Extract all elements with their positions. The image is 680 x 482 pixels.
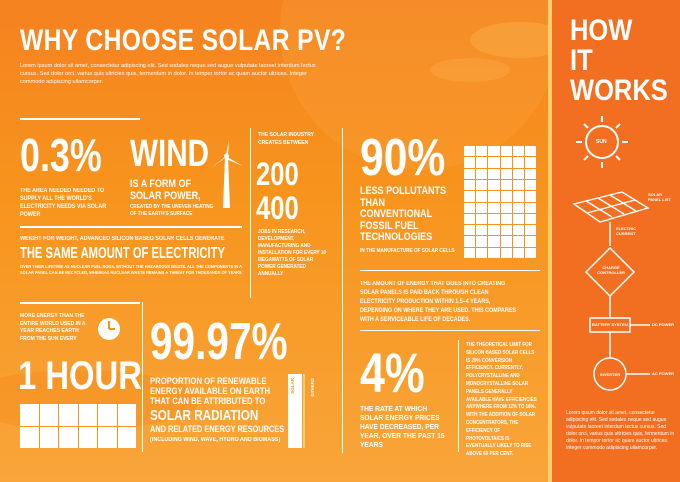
renewable-line2: AND RELATED ENERGY RESOURCES	[150, 424, 285, 434]
solar-panel-icon	[20, 404, 136, 448]
solar-panel-icon	[464, 146, 536, 258]
how-title-line2: IT	[570, 44, 593, 77]
prices-value: 4%	[360, 341, 425, 404]
divider	[250, 128, 251, 298]
wind-text: CREATED BY THE UNEVEN HEATING OF THE EAR…	[130, 204, 214, 217]
sun-label: SUN	[596, 139, 607, 145]
clock-icon	[98, 318, 120, 340]
how-diagram	[572, 116, 650, 391]
divider	[360, 270, 540, 271]
prices-text: THE RATE AT WHICH SOLAR ENERGY PRICES HA…	[360, 404, 445, 449]
sidebar-divider	[548, 0, 552, 482]
how-it-works-panel: HOW IT WORKS	[552, 0, 680, 482]
wind-turbine-icon	[211, 140, 243, 208]
how-title-line1: HOW	[570, 14, 633, 47]
jobs-text: JOBS IN RESEARCH, DEVELOPMENT, MANUFACTU…	[258, 229, 327, 277]
page-title: WHY CHOOSE SOLAR PV?	[20, 24, 347, 57]
how-title: HOW IT WORKS	[570, 16, 668, 106]
jobs-min-value: 200	[256, 156, 299, 192]
ac-label: AC POWER	[652, 371, 674, 376]
renewable-headline: SOLAR RADIATION	[150, 407, 259, 424]
renewable-sub: (INCLUDING WIND, WAVE, HYDRO AND BIOMASS…	[150, 437, 281, 443]
wind-line2: SOLAR POWER,	[130, 190, 201, 202]
panel-label: SOLAR PANEL LIST	[648, 192, 671, 202]
weight-line1: WEIGHT FOR WEIGHT, ADVANCED SILICON BASE…	[20, 236, 225, 242]
how-footer-text: Lorem ipsum dolor sit amet, consectetur …	[566, 410, 675, 451]
divider	[20, 118, 140, 120]
area-stat-value: 0.3%	[20, 129, 102, 181]
others-bar-label: OTHERS	[310, 378, 315, 397]
jobs-intro: THE SOLAR INDUSTRY CREATES BETWEEN	[258, 132, 314, 146]
how-title-line3: WORKS	[570, 74, 668, 107]
battery-label: BATTERY SYSTEM	[592, 322, 628, 327]
pollutants-sub: IN THE MANUFACTURE OF SOLAR CELLS	[360, 248, 455, 254]
divider	[458, 340, 459, 452]
inverter-label: INVERTER	[599, 372, 621, 377]
controller-label: CHARGE CONTROLLER	[597, 265, 625, 275]
divider	[342, 128, 343, 453]
jobs-max-value: 400	[256, 190, 299, 226]
renewable-value: 99.97%	[150, 313, 288, 371]
wind-line1: IS A FORM OF	[130, 178, 191, 190]
wind-title: WIND	[130, 133, 210, 175]
pollutants-value: 90%	[360, 129, 446, 187]
sun-icon	[576, 116, 628, 168]
renewable-line1: PROPORTION OF RENEWABLE ENERGY AVAILABLE…	[150, 376, 271, 406]
area-stat-text: THE AREA NEEDED NEEDED TO SUPPLY ALL THE…	[20, 188, 107, 218]
dc-label: DC POWER	[652, 322, 674, 327]
electric-label: ELECTRIC CURRENT	[616, 226, 636, 236]
other-share-bar	[303, 374, 305, 448]
divider	[20, 226, 242, 228]
payback-text: THE AMOUNT OF ENERGY THAT GOES INTO CREA…	[360, 281, 516, 323]
pollutants-text: LESS POLLUTANTS THAN CONVENTIONAL FOSSIL…	[360, 185, 447, 243]
weight-text: OVER THEIR LIFETIME AS NUCLEAR FUEL RODS…	[20, 264, 242, 275]
solar-share-bar	[288, 374, 302, 448]
weight-headline: THE SAME AMOUNT OF ELECTRICITY	[20, 245, 225, 262]
divider	[142, 302, 143, 452]
solar-panel-icon	[572, 191, 650, 223]
divider	[360, 330, 540, 331]
solar-bar-label: SOLAR	[290, 378, 295, 394]
hour-value: 1 HOUR	[18, 354, 142, 398]
efficiency-text: THE THEORETICAL LIMIT FOR SILICON BASED …	[466, 342, 537, 458]
hour-text: MORE ENERGY THAN THE ENTIRE WORLD USED I…	[20, 313, 86, 342]
main-panel: WHY CHOOSE SOLAR PV? Lorem ipsum dolor s…	[18, 0, 548, 458]
divider	[20, 302, 140, 304]
intro-text: Lorem ipsum dolor sit amet, consectetur …	[20, 63, 316, 85]
